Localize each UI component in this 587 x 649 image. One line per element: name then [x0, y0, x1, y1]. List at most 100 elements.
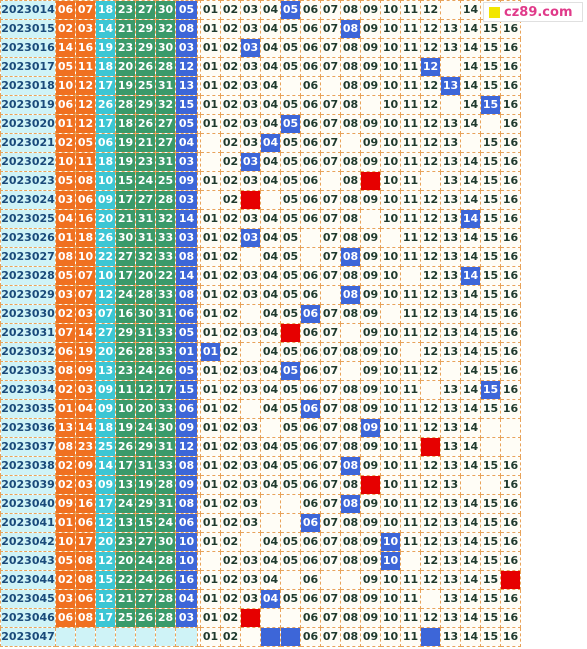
- blue-ball-cell: 06: [175, 399, 198, 419]
- number-cell: 04: [260, 0, 281, 20]
- blue-ball-cell: 08: [175, 456, 198, 476]
- number-cell: 11: [400, 19, 421, 39]
- red-ball-cell: 32: [155, 19, 176, 39]
- number-cell: 07: [320, 342, 341, 362]
- number-cell: 14: [460, 437, 481, 457]
- number-cell: 12: [420, 76, 441, 96]
- period-cell: 2023021: [0, 133, 56, 153]
- red-ball-cell: 26: [135, 608, 156, 628]
- empty-number-cell: 05: [280, 494, 301, 514]
- red-ball-cell: 33: [155, 247, 176, 267]
- number-cell: 04: [260, 247, 281, 267]
- number-cell: 10: [380, 266, 401, 286]
- number-cell: 02: [220, 266, 241, 286]
- red-ball-cell: 30: [155, 38, 176, 58]
- number-cell: 07: [320, 380, 341, 400]
- number-cell: 10: [380, 380, 401, 400]
- number-cell: 08: [340, 380, 361, 400]
- number-cell: 15: [480, 285, 501, 305]
- number-cell: 08: [340, 228, 361, 248]
- number-cell: 08: [340, 190, 361, 210]
- number-cell: 02: [220, 171, 241, 191]
- red-ball-cell: 26: [135, 114, 156, 134]
- red-ball-cell: 18: [95, 152, 116, 172]
- number-cell: 15: [480, 171, 501, 191]
- number-cell: 01: [200, 228, 221, 248]
- number-cell: 12: [420, 361, 441, 381]
- number-cell: 15: [480, 190, 501, 210]
- number-cell: 14: [460, 532, 481, 552]
- number-cell: 12: [420, 285, 441, 305]
- number-cell: 08: [340, 209, 361, 229]
- red-ball-cell: 06: [75, 190, 96, 210]
- number-cell: 07: [320, 589, 341, 609]
- table-row: 2023024030609172728030102040506070809101…: [0, 190, 521, 210]
- number-cell: 15: [480, 456, 501, 476]
- number-cell: 07: [320, 323, 341, 343]
- number-cell: 07: [320, 532, 341, 552]
- empty-number-cell: 05: [280, 608, 301, 628]
- number-cell: 16: [500, 95, 521, 115]
- recommend-cell: [360, 171, 381, 191]
- number-cell: 15: [480, 304, 501, 324]
- empty-number-cell: 16: [500, 418, 521, 438]
- period-cell: 2023043: [0, 551, 56, 571]
- number-cell: 13: [440, 418, 461, 438]
- red-ball-cell: 06: [95, 133, 116, 153]
- table-row: 2023016 14 16 19 23 29 30 03 01 02 03 04 05 06 07 08 09 1…: [0, 38, 521, 58]
- empty-number-cell: 08: [340, 570, 361, 590]
- number-cell: 03: [240, 475, 261, 495]
- number-cell: 13: [440, 608, 461, 628]
- red-ball-cell: 33: [155, 399, 176, 419]
- number-cell: 08: [340, 437, 361, 457]
- period-cell: 2023015: [0, 19, 56, 39]
- number-cell: 03: [240, 0, 261, 20]
- number-cell: 03: [240, 513, 261, 533]
- number-cell: 10: [380, 608, 401, 628]
- red-ball-cell: 22: [95, 247, 116, 267]
- red-ball-cell: 27: [115, 247, 136, 267]
- blue-hit-cell: 06: [300, 304, 321, 324]
- number-cell: 13: [440, 342, 461, 362]
- number-cell: 12: [420, 475, 441, 495]
- number-cell: 13: [440, 513, 461, 533]
- red-ball-cell: 27: [135, 190, 156, 210]
- blue-hit-cell: 13: [440, 76, 461, 96]
- red-ball-cell: 02: [55, 304, 76, 324]
- red-ball-cell: 03: [55, 589, 76, 609]
- red-ball-cell: 01: [55, 114, 76, 134]
- number-cell: 15: [480, 399, 501, 419]
- red-ball-cell: 24: [135, 361, 156, 381]
- number-cell: 15: [480, 76, 501, 96]
- red-ball-cell: 32: [135, 247, 156, 267]
- number-cell: 09: [360, 228, 381, 248]
- red-ball-cell: 15: [135, 513, 156, 533]
- red-ball-cell: 19: [115, 76, 136, 96]
- red-ball-cell: 28: [135, 342, 156, 362]
- blue-hit-cell: 08: [340, 456, 361, 476]
- table-row: 2023045 03 06 12 21 27 28 04 01 02 03 04 05 06 07 08 09 1…: [0, 589, 521, 609]
- red-ball-cell: 33: [155, 285, 176, 305]
- number-cell: 06: [300, 475, 321, 495]
- number-cell: 02: [220, 304, 241, 324]
- empty-number-cell: 10: [380, 228, 401, 248]
- red-ball-cell: 07: [75, 285, 96, 305]
- red-ball-cell: 31: [135, 456, 156, 476]
- red-ball-cell: 31: [155, 304, 176, 324]
- red-ball-cell: 06: [55, 342, 76, 362]
- number-cell: 07: [320, 608, 341, 628]
- red-ball-cell: 21: [135, 133, 156, 153]
- number-cell: 16: [500, 475, 521, 495]
- period-cell: 2023026: [0, 228, 56, 248]
- period-cell: 2023027: [0, 247, 56, 267]
- number-cell: 03: [240, 76, 261, 96]
- number-cell: 04: [260, 95, 281, 115]
- empty-number-cell: 12: [420, 380, 441, 400]
- blue-hit-cell: 08: [340, 247, 361, 267]
- number-cell: 14: [460, 513, 481, 533]
- red-ball-cell: 17: [115, 266, 136, 286]
- empty-number-cell: 13: [440, 361, 461, 381]
- number-cell: 08: [340, 38, 361, 58]
- number-cell: 02: [220, 342, 241, 362]
